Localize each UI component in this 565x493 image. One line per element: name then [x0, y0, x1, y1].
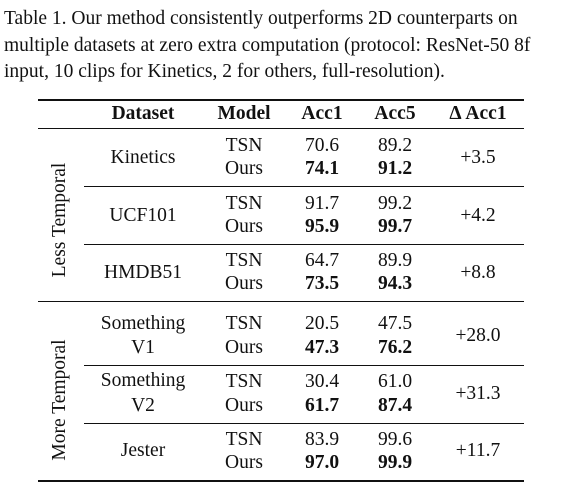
model-name: TSN	[225, 429, 263, 450]
dataset-name: Jester	[120, 440, 166, 461]
acc1-value: 97.0	[304, 452, 340, 473]
dataset-name: UCF101	[109, 205, 177, 226]
group-separator-rule	[38, 301, 524, 302]
delta-value: +3.5	[460, 147, 496, 168]
delta-value: +31.3	[455, 383, 501, 404]
acc1-value: 70.6	[304, 135, 340, 156]
acc1-value: 74.1	[304, 158, 340, 179]
delta-value: +11.7	[455, 440, 501, 461]
acc5-value: 99.9	[377, 452, 413, 473]
acc5-value: 47.5	[377, 313, 413, 334]
model-name: Ours	[225, 337, 263, 358]
row-separator	[84, 423, 524, 424]
header-rule	[38, 128, 524, 129]
model-name: Ours	[225, 216, 263, 237]
dataset-name-line2: V2	[131, 395, 155, 416]
acc5-value: 99.7	[377, 216, 413, 237]
delta-value: +4.2	[460, 205, 496, 226]
acc5-value: 91.2	[377, 158, 413, 179]
acc1-value: 64.7	[304, 250, 340, 271]
bottom-rule	[38, 480, 524, 482]
model-name: TSN	[225, 250, 263, 271]
top-rule	[38, 99, 524, 101]
acc5-value: 89.2	[377, 135, 413, 156]
acc1-value: 91.7	[304, 193, 340, 214]
dataset-name: HMDB51	[103, 262, 182, 283]
row-separator	[84, 244, 524, 245]
acc1-value: 73.5	[304, 273, 340, 294]
acc1-value: 83.9	[304, 429, 340, 450]
dataset-name-line2: V1	[131, 337, 155, 358]
model-name: TSN	[225, 135, 263, 156]
delta-value: +8.8	[460, 262, 496, 283]
acc5-value: 99.6	[377, 429, 413, 450]
table-caption: Table 1. Our method consistently outperf…	[4, 8, 531, 82]
row-separator	[84, 365, 524, 366]
model-name: Ours	[225, 273, 263, 294]
model-name: Ours	[225, 158, 263, 179]
acc5-value: 76.2	[377, 337, 413, 358]
acc1-value: 61.7	[304, 395, 340, 416]
acc1-value: 20.5	[304, 313, 340, 334]
header-acc1: Acc1	[301, 103, 343, 124]
model-name: TSN	[225, 193, 263, 214]
acc1-value: 30.4	[304, 371, 340, 392]
header-dataset: Dataset	[111, 103, 175, 124]
acc5-value: 94.3	[377, 273, 413, 294]
group-label-more-temporal: More Temporal	[49, 339, 70, 461]
dataset-name: Something	[100, 313, 186, 334]
header-acc5: Acc5	[374, 103, 416, 124]
acc5-value: 99.2	[377, 193, 413, 214]
model-name: TSN	[225, 371, 263, 392]
acc1-value: 95.9	[304, 216, 340, 237]
dataset-name: Something	[100, 370, 186, 391]
acc5-value: 87.4	[377, 395, 413, 416]
model-name: Ours	[225, 452, 263, 473]
acc5-value: 61.0	[377, 371, 413, 392]
delta-value: +28.0	[455, 325, 501, 346]
acc1-value: 47.3	[304, 337, 340, 358]
model-name: Ours	[225, 395, 263, 416]
group-label-less-temporal: Less Temporal	[49, 162, 70, 278]
model-name: TSN	[225, 313, 263, 334]
acc5-value: 89.9	[377, 250, 413, 271]
row-separator	[84, 186, 524, 187]
header-model: Model	[217, 103, 271, 124]
dataset-name: Kinetics	[110, 147, 176, 168]
header-delta-acc1: Δ Acc1	[449, 103, 507, 124]
